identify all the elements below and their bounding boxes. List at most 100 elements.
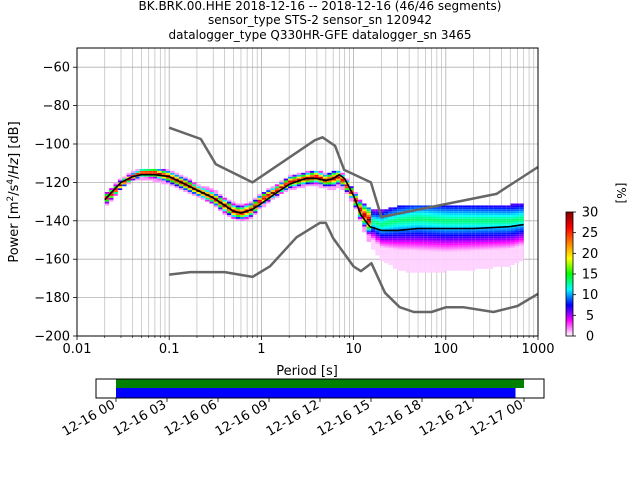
density-cell xyxy=(453,251,459,254)
density-cell xyxy=(375,245,380,248)
density-cell xyxy=(392,249,398,252)
density-cell xyxy=(397,243,402,246)
density-cell xyxy=(144,176,149,179)
density-cell xyxy=(475,215,481,217)
density-cell xyxy=(327,188,332,191)
density-cell xyxy=(453,218,459,221)
density-cell xyxy=(418,228,424,231)
density-cell xyxy=(466,264,472,267)
density-cell xyxy=(449,261,454,264)
density-cell xyxy=(410,266,415,269)
density-cell xyxy=(410,249,415,252)
density-cell xyxy=(432,218,437,221)
density-cell xyxy=(309,180,315,183)
density-cell xyxy=(471,238,476,240)
density-cell xyxy=(471,253,476,256)
density-cell xyxy=(418,234,424,237)
density-cell xyxy=(261,193,267,196)
density-cell xyxy=(497,213,502,216)
density-cell xyxy=(388,245,393,248)
density-cell xyxy=(357,218,363,221)
density-cell xyxy=(514,247,520,250)
density-cell xyxy=(427,255,433,258)
y-tick-label: −200 xyxy=(34,330,70,345)
density-cell xyxy=(475,222,481,225)
density-cell xyxy=(244,207,249,210)
colorbar-label: [%] xyxy=(614,183,628,204)
density-cell xyxy=(126,180,131,183)
density-cell xyxy=(519,240,524,242)
density-cell xyxy=(453,243,459,246)
density-cell xyxy=(165,168,171,171)
density-cell xyxy=(410,205,415,208)
density-cell xyxy=(440,224,446,227)
density-cell xyxy=(392,253,398,256)
density-cell xyxy=(436,251,441,254)
density-cell xyxy=(471,220,476,223)
density-cell xyxy=(458,211,463,214)
density-cell xyxy=(353,205,358,208)
density-cell xyxy=(266,195,271,198)
density-cell xyxy=(405,240,411,242)
density-cell xyxy=(122,182,127,185)
density-cell xyxy=(410,263,415,265)
density-cell xyxy=(200,193,206,196)
density-cell xyxy=(375,218,380,221)
density-cell xyxy=(440,255,446,258)
density-cell xyxy=(322,178,328,181)
density-cell xyxy=(401,261,406,264)
density-cell xyxy=(192,184,197,187)
density-cell xyxy=(506,236,511,239)
density-cell xyxy=(405,213,411,216)
density-cell xyxy=(501,220,507,223)
density-cell xyxy=(392,215,398,217)
density-cell xyxy=(370,218,376,221)
density-cell xyxy=(200,186,206,189)
density-cell xyxy=(257,207,262,210)
density-cell xyxy=(261,192,267,194)
density-cell xyxy=(449,207,454,210)
density-cell xyxy=(440,215,446,217)
density-cell xyxy=(427,215,433,217)
density-cell xyxy=(423,218,428,221)
density-cell xyxy=(226,199,232,202)
density-cell xyxy=(418,230,424,233)
density-cell xyxy=(432,261,437,264)
density-cell xyxy=(501,211,507,214)
density-cell xyxy=(501,240,507,242)
density-cell xyxy=(462,207,467,210)
density-cell xyxy=(370,238,376,240)
density-cell xyxy=(414,259,419,262)
density-cell xyxy=(458,247,463,250)
density-cell xyxy=(475,251,481,254)
density-cell xyxy=(449,238,454,240)
density-cell xyxy=(392,224,398,227)
density-cell xyxy=(401,216,406,219)
density-cell xyxy=(418,257,424,260)
density-cell xyxy=(192,186,197,189)
density-cell xyxy=(331,174,337,177)
density-cell xyxy=(480,228,485,231)
density-cell xyxy=(401,268,406,271)
density-cell xyxy=(501,263,507,265)
density-cell xyxy=(466,205,472,208)
density-cell xyxy=(427,234,433,237)
density-cell xyxy=(514,245,520,248)
density-cell xyxy=(484,220,489,223)
density-cell xyxy=(270,186,275,189)
density-cell xyxy=(445,241,450,244)
density-cell xyxy=(244,213,249,216)
density-cell xyxy=(449,236,454,239)
density-cell xyxy=(462,266,467,269)
density-cell xyxy=(510,234,515,237)
density-cell xyxy=(436,249,441,252)
density-cell xyxy=(458,224,463,227)
density-cell xyxy=(423,213,428,216)
density-cell xyxy=(314,170,319,173)
density-cell xyxy=(388,226,393,229)
density-cell xyxy=(109,199,114,202)
density-cell xyxy=(200,190,206,192)
density-cell xyxy=(453,247,459,250)
density-cell xyxy=(375,251,380,254)
density-cell xyxy=(506,224,511,227)
